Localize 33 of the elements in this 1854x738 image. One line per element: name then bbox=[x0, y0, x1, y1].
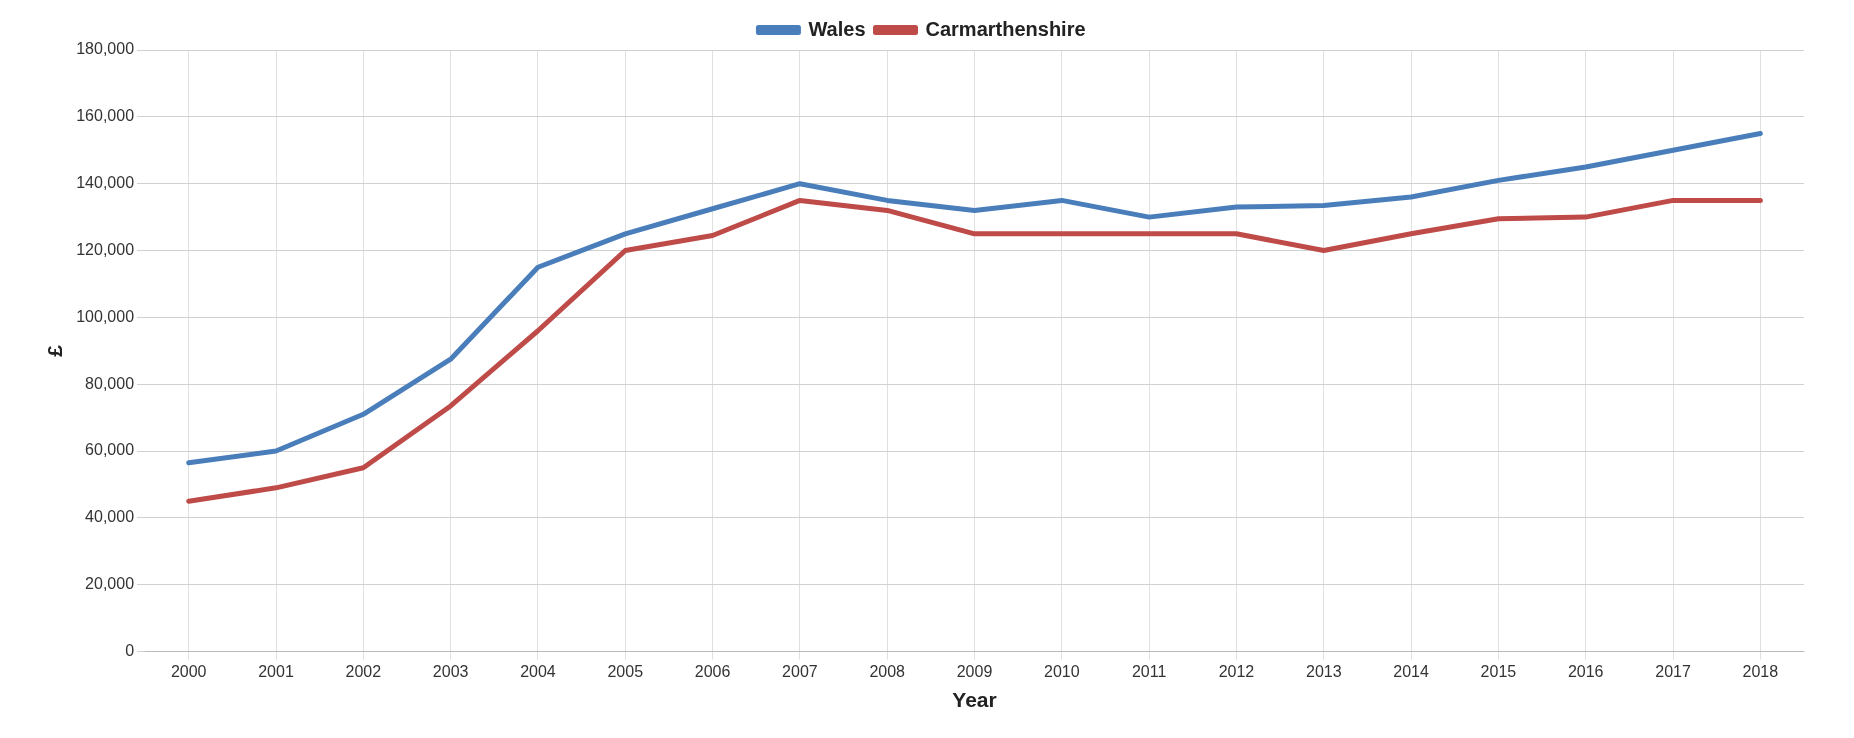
y-tick-label: 160,000 bbox=[76, 107, 135, 125]
y-tick-label: 180,000 bbox=[76, 40, 135, 58]
legend-label: Carmarthenshire bbox=[925, 17, 1086, 40]
x-tick-label: 2007 bbox=[782, 662, 818, 680]
x-tick-label: 2006 bbox=[694, 662, 731, 680]
x-tick-label: 2010 bbox=[1044, 662, 1080, 680]
y-tick-label: 120,000 bbox=[76, 240, 135, 258]
x-tick-label: 2000 bbox=[170, 662, 207, 680]
y-tick-label: 40,000 bbox=[85, 508, 135, 526]
y-axis-title: £ bbox=[43, 344, 67, 357]
x-tick-label: 2014 bbox=[1393, 662, 1429, 680]
y-tick-label: 0 bbox=[125, 642, 135, 660]
x-axis-title: Year bbox=[952, 688, 997, 712]
x-tick-label: 2017 bbox=[1655, 662, 1691, 680]
y-tick-label: 100,000 bbox=[76, 307, 135, 325]
x-tick-label: 2013 bbox=[1305, 662, 1342, 680]
legend-label: Wales bbox=[808, 17, 866, 40]
x-tick-label: 2001 bbox=[258, 662, 294, 680]
x-tick-label: 2005 bbox=[607, 662, 644, 680]
x-tick-label: 2018 bbox=[1742, 662, 1779, 680]
x-tick-label: 2004 bbox=[520, 662, 556, 680]
x-tick-label: 2002 bbox=[345, 662, 382, 680]
x-tick-label: 2012 bbox=[1218, 662, 1255, 680]
x-tick-label: 2003 bbox=[432, 662, 469, 680]
x-tick-label: 2008 bbox=[869, 662, 906, 680]
x-tick-label: 2015 bbox=[1480, 662, 1517, 680]
y-tick-label: 60,000 bbox=[85, 441, 135, 459]
y-tick-label: 140,000 bbox=[76, 174, 135, 192]
y-tick-label: 20,000 bbox=[85, 575, 135, 593]
x-tick-label: 2011 bbox=[1131, 662, 1167, 680]
x-tick-label: 2016 bbox=[1567, 662, 1604, 680]
y-tick-label: 80,000 bbox=[85, 374, 135, 392]
x-tick-label: 2009 bbox=[956, 662, 993, 680]
